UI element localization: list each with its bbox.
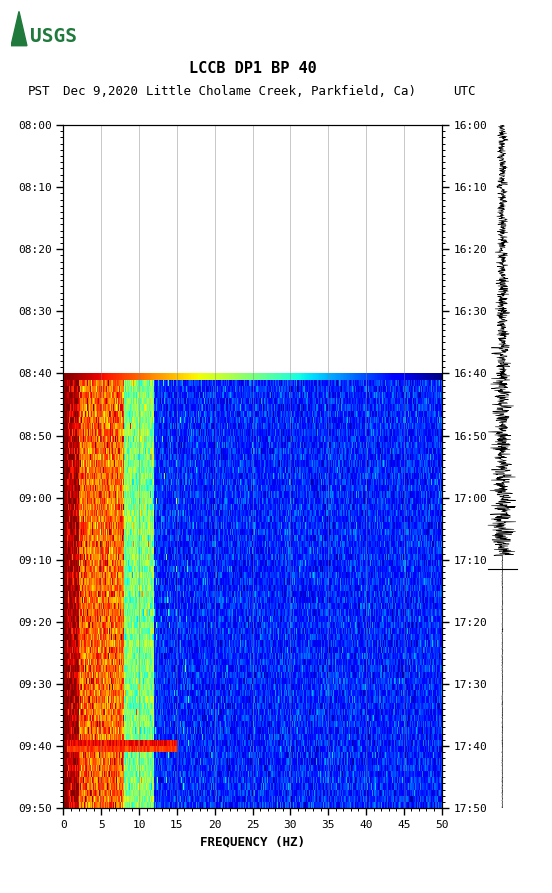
Polygon shape [11, 12, 27, 46]
Text: USGS: USGS [30, 27, 77, 46]
Text: LCCB DP1 BP 40: LCCB DP1 BP 40 [189, 61, 316, 76]
Text: UTC: UTC [453, 85, 475, 98]
Text: Dec 9,2020: Dec 9,2020 [63, 85, 139, 98]
X-axis label: FREQUENCY (HZ): FREQUENCY (HZ) [200, 836, 305, 848]
Text: PST: PST [28, 85, 50, 98]
Text: Little Cholame Creek, Parkfield, Ca): Little Cholame Creek, Parkfield, Ca) [146, 85, 416, 98]
